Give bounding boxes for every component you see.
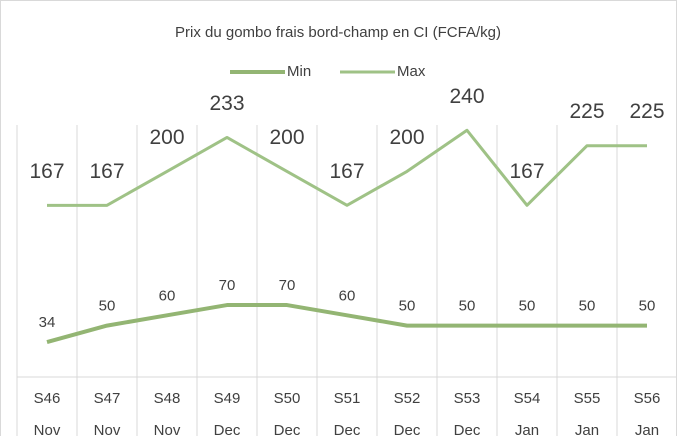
data-label: 60 — [339, 287, 356, 304]
data-label: 50 — [579, 298, 596, 315]
data-label: 225 — [569, 100, 604, 123]
x-tick-label: Dec — [454, 422, 481, 436]
data-label: 167 — [329, 160, 364, 183]
x-tick-label: Jan — [635, 422, 659, 436]
x-tick-label: Dec — [334, 422, 361, 436]
data-label: 200 — [389, 126, 424, 149]
x-tick-label: Dec — [274, 422, 301, 436]
data-label: 225 — [629, 100, 664, 123]
x-tick-label: S53 — [454, 390, 481, 407]
legend-label: Max — [397, 63, 426, 80]
x-tick-label: S51 — [334, 390, 361, 407]
data-label: 50 — [459, 298, 476, 315]
series-line — [47, 128, 647, 207]
x-tick-label: Jan — [515, 422, 539, 436]
x-tick-label: S47 — [94, 390, 121, 407]
x-tick-label: S49 — [214, 390, 241, 407]
x-tick-label: S52 — [394, 390, 421, 407]
data-label: 70 — [219, 277, 236, 294]
legend-label: Min — [287, 63, 311, 80]
x-tick-label: Nov — [94, 422, 121, 436]
data-label: 167 — [89, 160, 124, 183]
data-label: 60 — [159, 287, 176, 304]
x-tick-label: S46 — [34, 390, 61, 407]
data-label: 167 — [29, 160, 64, 183]
data-label: 200 — [269, 126, 304, 149]
data-label: 50 — [519, 298, 536, 315]
data-label: 167 — [509, 160, 544, 183]
series-line — [46, 303, 647, 344]
x-tick-label: S54 — [514, 390, 541, 407]
x-tick-label: Nov — [154, 422, 181, 436]
x-tick-label: Nov — [34, 422, 61, 436]
data-label: 50 — [99, 298, 116, 315]
x-tick-label: Dec — [214, 422, 241, 436]
x-tick-label: S56 — [634, 390, 661, 407]
x-tick-label: S55 — [574, 390, 601, 407]
data-label: 50 — [399, 298, 416, 315]
data-label: 240 — [449, 85, 484, 108]
x-tick-label: S48 — [154, 390, 181, 407]
data-label: 70 — [279, 277, 296, 294]
x-tick-label: Dec — [394, 422, 421, 436]
x-tick-label: S50 — [274, 390, 301, 407]
data-label: 50 — [639, 298, 656, 315]
x-tick-label: Jan — [575, 422, 599, 436]
data-label: 200 — [149, 126, 184, 149]
data-label: 34 — [39, 314, 56, 331]
data-label: 233 — [209, 92, 244, 115]
chart-title: Prix du gombo frais bord-champ en CI (FC… — [175, 24, 501, 41]
